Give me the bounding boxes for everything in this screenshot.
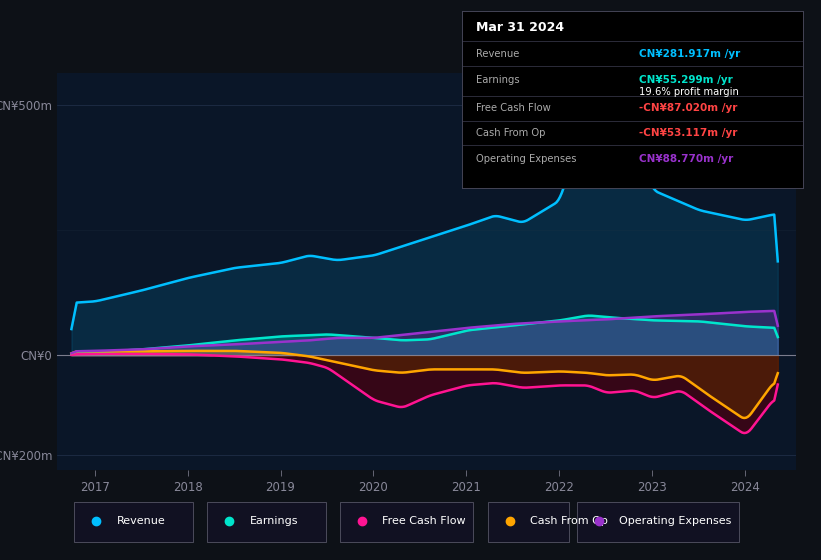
Text: Earnings: Earnings [250, 516, 298, 526]
Text: Free Cash Flow: Free Cash Flow [383, 516, 466, 526]
Text: 19.6% profit margin: 19.6% profit margin [640, 87, 739, 97]
Text: Earnings: Earnings [476, 75, 520, 85]
Text: Operating Expenses: Operating Expenses [476, 155, 576, 165]
Text: CN¥88.770m /yr: CN¥88.770m /yr [640, 155, 734, 165]
FancyBboxPatch shape [340, 502, 473, 542]
Text: Operating Expenses: Operating Expenses [619, 516, 732, 526]
FancyBboxPatch shape [576, 502, 739, 542]
Text: -CN¥87.020m /yr: -CN¥87.020m /yr [640, 103, 738, 113]
FancyBboxPatch shape [488, 502, 570, 542]
Text: Revenue: Revenue [117, 516, 165, 526]
Text: -CN¥53.117m /yr: -CN¥53.117m /yr [640, 128, 738, 138]
Text: Mar 31 2024: Mar 31 2024 [476, 21, 564, 34]
Text: Free Cash Flow: Free Cash Flow [476, 103, 551, 113]
FancyBboxPatch shape [75, 502, 193, 542]
Text: Cash From Op: Cash From Op [476, 128, 545, 138]
Text: CN¥55.299m /yr: CN¥55.299m /yr [640, 75, 733, 85]
Text: Revenue: Revenue [476, 49, 519, 59]
FancyBboxPatch shape [208, 502, 325, 542]
Text: Cash From Op: Cash From Op [530, 516, 608, 526]
Text: CN¥281.917m /yr: CN¥281.917m /yr [640, 49, 741, 59]
